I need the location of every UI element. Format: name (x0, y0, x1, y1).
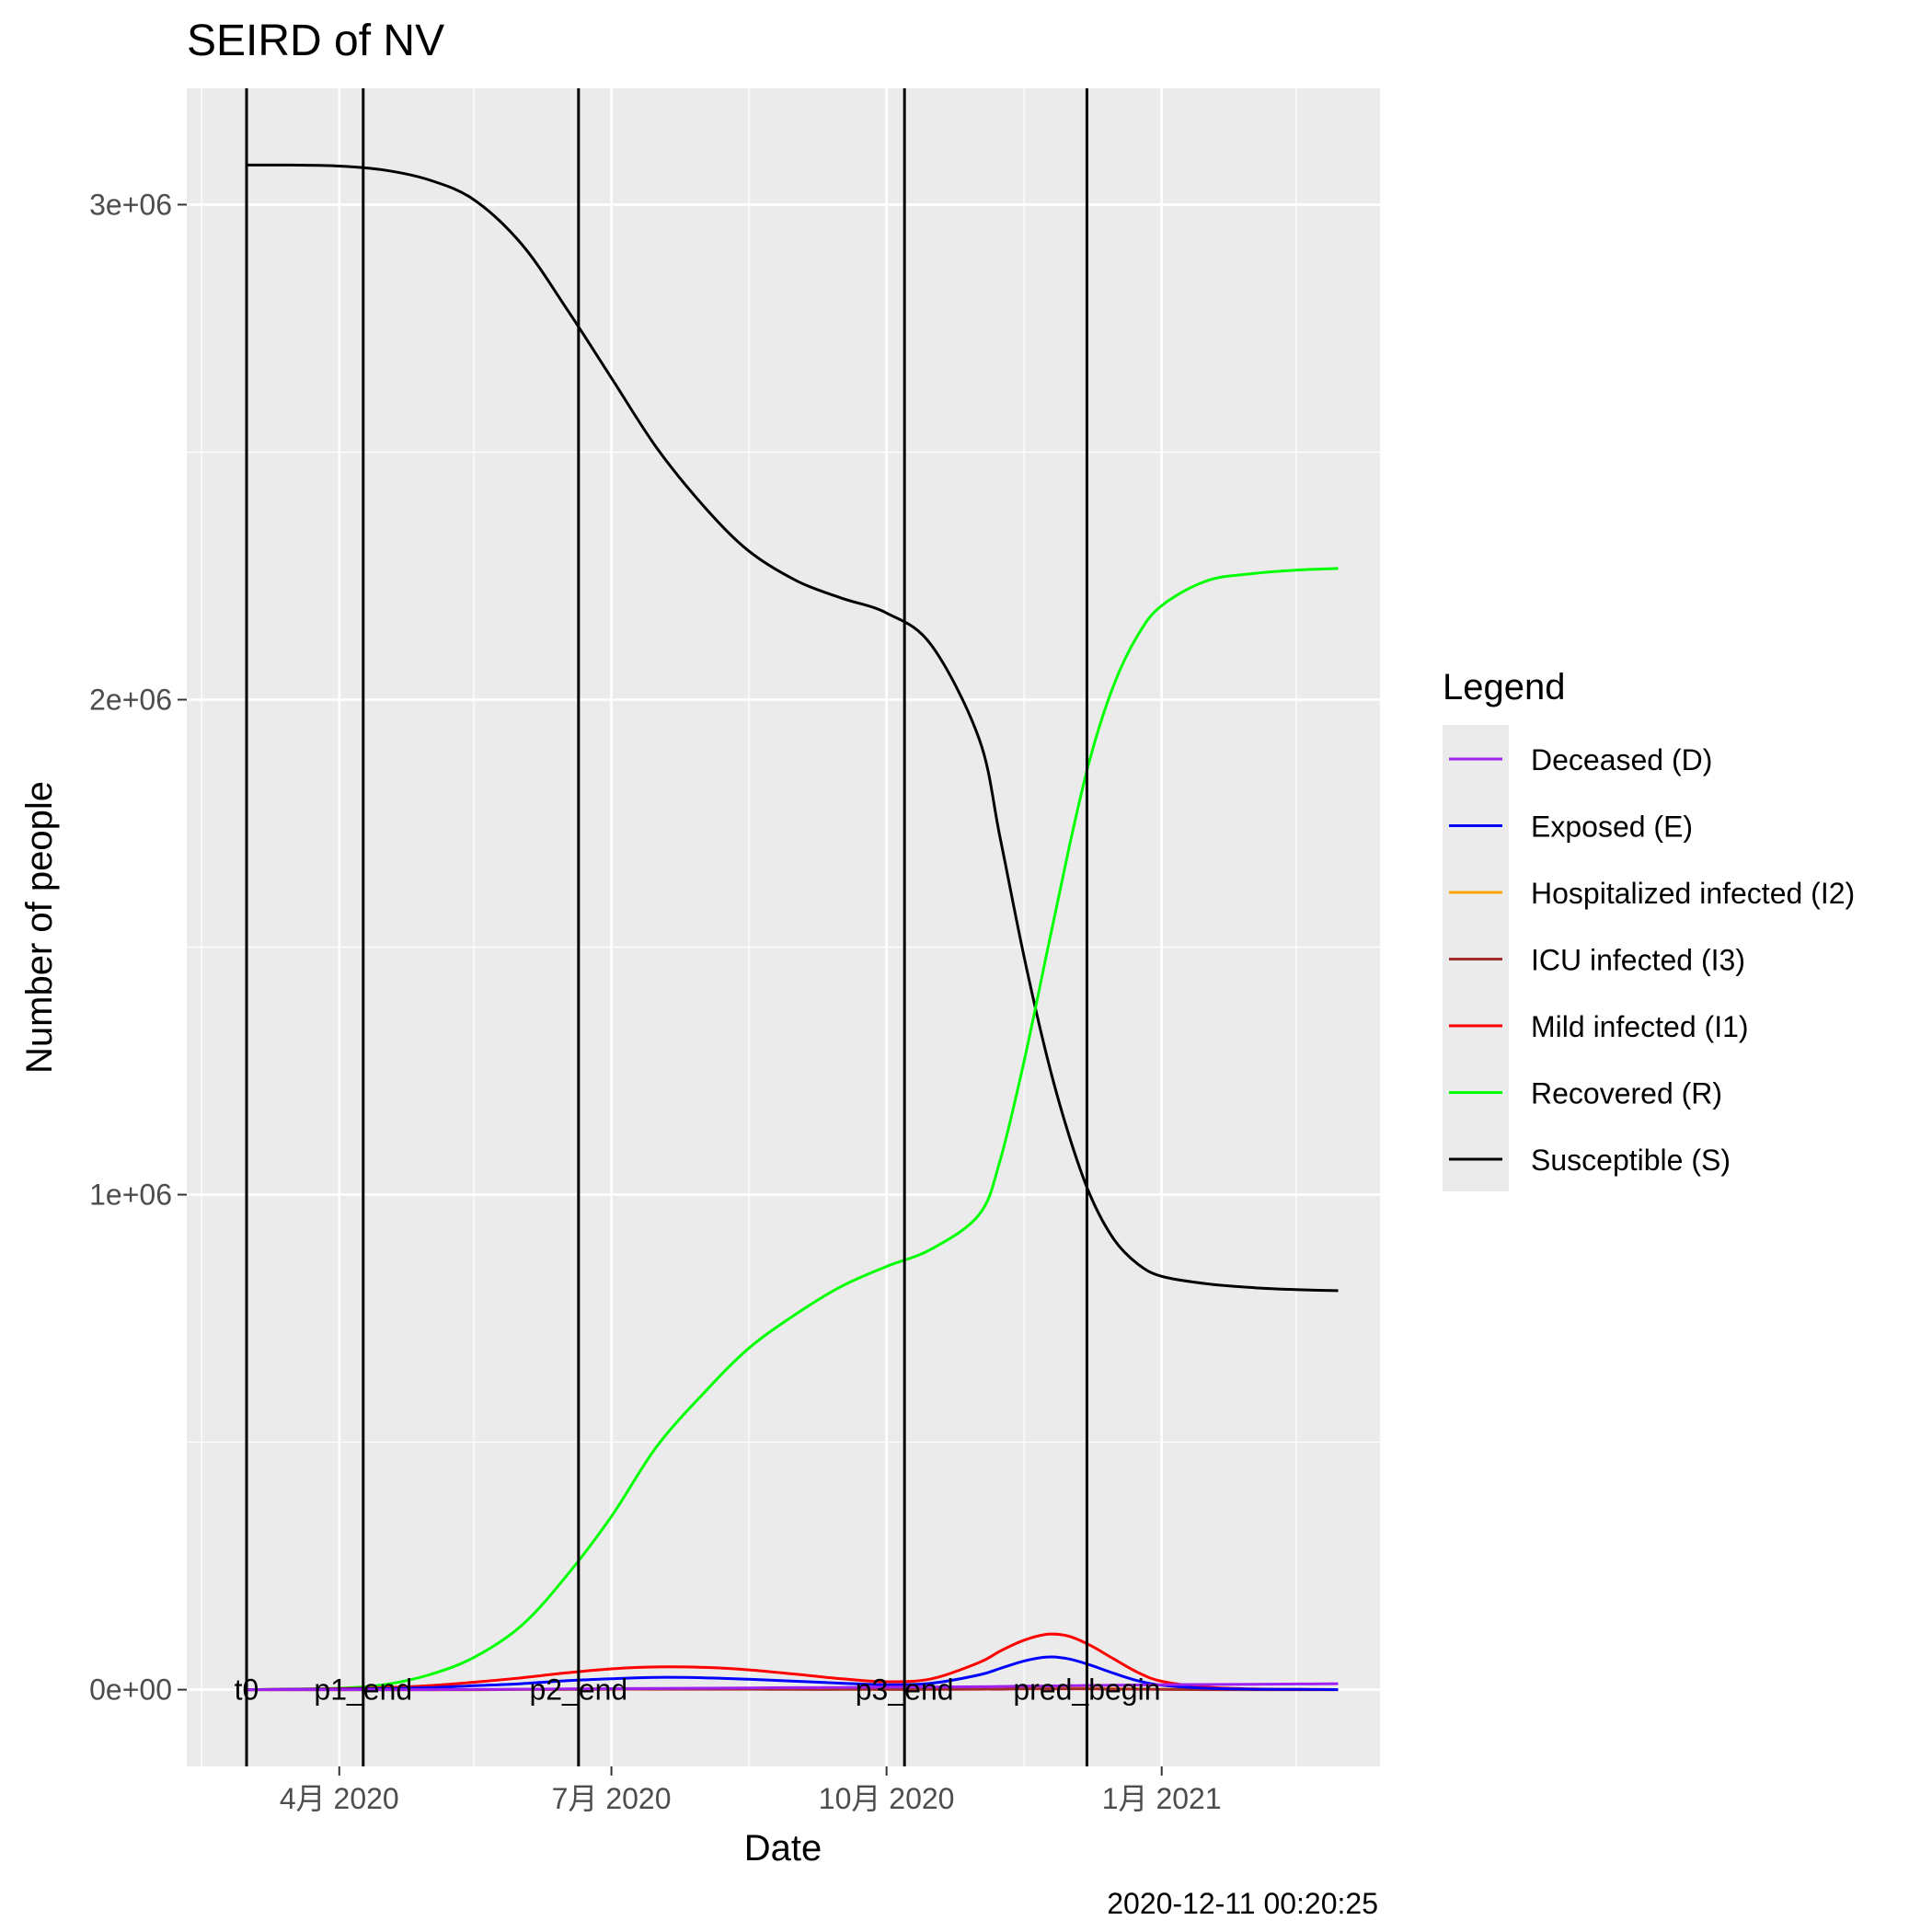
y-tick-label: 0e+00 (89, 1673, 172, 1707)
x-axis-label: Date (744, 1828, 822, 1869)
y-tick-label: 2e+06 (89, 683, 172, 716)
vline-label-p2-end: p2_end (529, 1673, 627, 1707)
y-axis-label: Number of people (19, 781, 60, 1074)
series-lines (246, 163, 1339, 1692)
vline-label-p1-end: p1_end (314, 1673, 412, 1707)
minor-gridlines (187, 88, 1380, 1766)
x-tick-label: 1月 2021 (1102, 1782, 1222, 1815)
series-line-mild-infected-i1 (246, 1632, 1339, 1692)
y-axis: 0e+00 1e+06 2e+06 3e+06 (89, 188, 187, 1707)
caption-timestamp: 2020-12-11 00:20:25 (1107, 1887, 1378, 1920)
legend-title: Legend (1443, 667, 1565, 707)
plot-panel (187, 88, 1380, 1766)
legend: Legend Deceased (D) Exposed (E) Hospitaliz… (1443, 667, 1855, 1191)
y-tick-label: 1e+06 (89, 1179, 172, 1212)
x-axis: 4月 2020 7月 2020 10月 2020 1月 2021 (280, 1766, 1222, 1815)
x-tick-label: 4月 2020 (280, 1782, 399, 1815)
legend-entry-label: Mild infected (I1) (1531, 1010, 1749, 1043)
series-line-deceased-d (247, 1682, 1339, 1692)
legend-entry-label: Recovered (R) (1531, 1077, 1722, 1110)
series-line-susceptible-s (246, 163, 1339, 1293)
x-tick-label: 10月 2020 (819, 1782, 955, 1815)
vline-label-t0: t0 (235, 1673, 259, 1707)
x-tick-label: 7月 2020 (552, 1782, 672, 1815)
legend-entry-label: ICU infected (I3) (1531, 944, 1745, 977)
series-line-recovered-r (246, 567, 1339, 1692)
legend-entry-label: Hospitalized infected (I2) (1531, 877, 1855, 910)
vline-label-p3-end: p3_end (856, 1673, 954, 1707)
legend-entry-label: Exposed (E) (1531, 811, 1693, 844)
legend-entry-label: Susceptible (S) (1531, 1144, 1731, 1177)
legend-entry-label: Deceased (D) (1531, 743, 1712, 776)
vertical-markers: t0 p1_end p2_end p3_end pred_begin (235, 88, 1161, 1766)
series-line-exposed-e (246, 1655, 1339, 1692)
y-tick-label: 3e+06 (89, 188, 172, 221)
vline-label-pred-begin: pred_begin (1013, 1673, 1160, 1707)
chart-title: SEIRD of NV (187, 17, 444, 65)
